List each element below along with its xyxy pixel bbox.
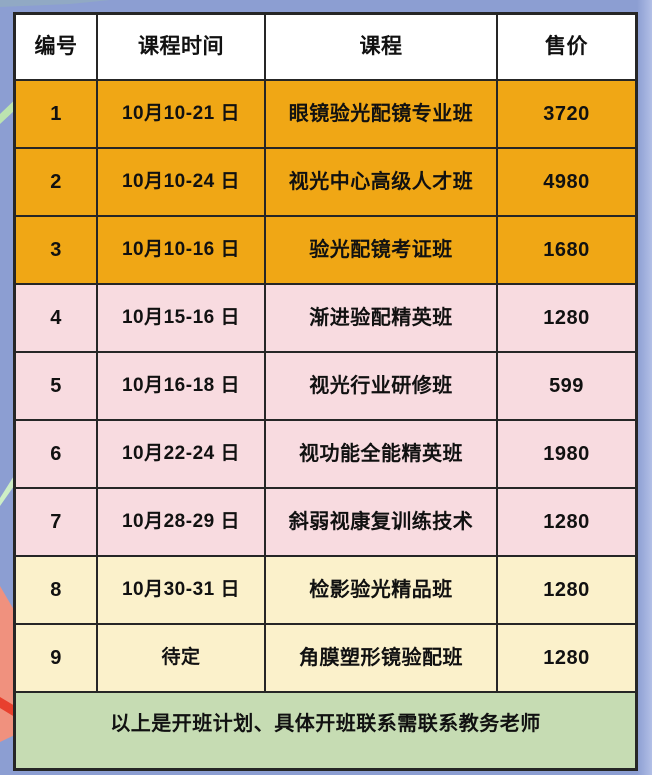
- course-name-cell: 视光中心高级人才班: [266, 149, 496, 215]
- header-price-cell: 售价: [498, 15, 635, 79]
- course-name-cell: 视功能全能精英班: [266, 421, 496, 487]
- row-number-cell: 9: [16, 625, 96, 691]
- row-number-cell: 5: [16, 353, 96, 419]
- course-name-cell: 验光配镜考证班: [266, 217, 496, 283]
- decoration-right-stripe: [637, 0, 652, 775]
- header-number-cell: 编号: [16, 15, 96, 79]
- footer-note: 以上是开班计划、具体开班联系需联系教务老师: [16, 693, 635, 768]
- row-number-cell: 6: [16, 421, 96, 487]
- price-cell: 1280: [498, 489, 635, 555]
- course-name-cell: 视光行业研修班: [266, 353, 496, 419]
- price-cell: 599: [498, 353, 635, 419]
- course-time-cell: 10月15-16 日: [98, 285, 264, 351]
- row-number-cell: 7: [16, 489, 96, 555]
- price-cell: 3720: [498, 81, 635, 147]
- header-course-cell: 课程: [266, 15, 496, 79]
- course-time-cell: 10月22-24 日: [98, 421, 264, 487]
- course-time-cell: 待定: [98, 625, 264, 691]
- course-time-cell: 10月10-16 日: [98, 217, 264, 283]
- course-time-cell: 10月10-21 日: [98, 81, 264, 147]
- course-name-cell: 检影验光精品班: [266, 557, 496, 623]
- header-course-time-cell: 课程时间: [98, 15, 264, 79]
- row-number-cell: 8: [16, 557, 96, 623]
- row-number-cell: 4: [16, 285, 96, 351]
- price-cell: 1980: [498, 421, 635, 487]
- course-name-cell: 渐进验配精英班: [266, 285, 496, 351]
- price-cell: 1280: [498, 557, 635, 623]
- course-name-cell: 斜弱视康复训练技术: [266, 489, 496, 555]
- price-cell: 1680: [498, 217, 635, 283]
- price-cell: 1280: [498, 625, 635, 691]
- course-name-cell: 眼镜验光配镜专业班: [266, 81, 496, 147]
- price-cell: 1280: [498, 285, 635, 351]
- row-number-cell: 3: [16, 217, 96, 283]
- course-name-cell: 角膜塑形镜验配班: [266, 625, 496, 691]
- course-time-cell: 10月28-29 日: [98, 489, 264, 555]
- course-time-cell: 10月30-31 日: [98, 557, 264, 623]
- price-cell: 4980: [498, 149, 635, 215]
- course-time-cell: 10月16-18 日: [98, 353, 264, 419]
- course-time-cell: 10月10-24 日: [98, 149, 264, 215]
- course-schedule-table: 编号 课程时间 课程 售价 1 10月10-21 日 眼镜验光配镜专业班 372…: [13, 12, 638, 771]
- row-number-cell: 2: [16, 149, 96, 215]
- row-number-cell: 1: [16, 81, 96, 147]
